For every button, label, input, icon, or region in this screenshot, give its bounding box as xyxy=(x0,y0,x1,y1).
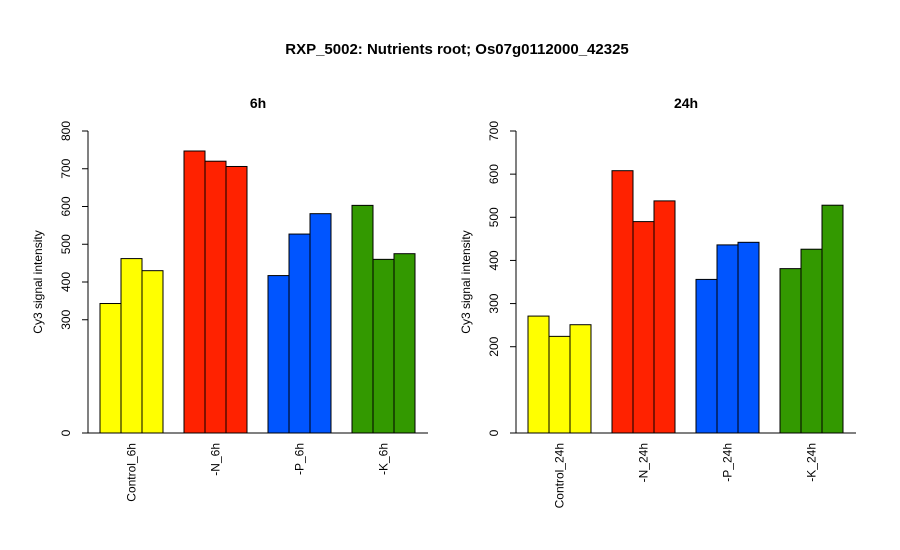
bar--p-6h-1 xyxy=(267,275,290,434)
y-axis-label-24h: Cy3 signal intensity xyxy=(459,230,473,333)
y-tick-label-6h: 400 xyxy=(59,272,73,292)
chart-panel-24h: 24h Cy3 signal intensity 0 200 300 400 500 600 7… xyxy=(459,95,856,508)
panel-title-6h: 6h xyxy=(250,95,266,111)
bar--n-24h-2 xyxy=(632,221,655,434)
y-tick-label-24h: 0 xyxy=(487,429,501,436)
bar-control-24h-1 xyxy=(527,315,550,434)
y-tick-label-24h: 300 xyxy=(487,293,501,313)
category-label: Control_24h xyxy=(553,443,567,508)
category-label: -N_24h xyxy=(637,443,651,482)
y-tick-label-24h: 500 xyxy=(487,207,501,227)
bar--n-24h-3 xyxy=(653,200,676,434)
bar--k-24h-3 xyxy=(821,204,844,434)
category-label: -P_6h xyxy=(293,443,307,475)
bar--p-24h-3 xyxy=(737,241,760,434)
category-label: -K_6h xyxy=(377,443,391,475)
bar--k-6h-3 xyxy=(393,253,416,434)
y-axis-label-6h: Cy3 signal intensity xyxy=(31,230,45,333)
bar--p-24h-1 xyxy=(695,278,718,434)
figure-title: RXP_5002: Nutrients root; Os07g0112000_4… xyxy=(285,41,629,58)
bar--p-6h-3 xyxy=(309,213,332,434)
chart-panel-6h: 6h Cy3 signal intensity 0 300 400 500 600 700 80… xyxy=(31,95,428,502)
bar-control-24h-2 xyxy=(548,335,571,434)
category-label: Control_6h xyxy=(125,443,139,502)
y-tick-label-6h: 0 xyxy=(59,429,73,436)
bar-control-6h-1 xyxy=(99,303,122,434)
category-label: -K_24h xyxy=(805,443,819,482)
y-tick-label-24h: 600 xyxy=(487,164,501,184)
y-tick-label-24h: 700 xyxy=(487,121,501,141)
category-label: -N_6h xyxy=(209,443,223,476)
bar--n-6h-1 xyxy=(183,150,206,434)
bar--p-6h-2 xyxy=(288,233,311,434)
y-tick-label-24h: 400 xyxy=(487,250,501,270)
y-tick-label-6h: 500 xyxy=(59,234,73,254)
category-label: -P_24h xyxy=(721,443,735,482)
bar--n-24h-1 xyxy=(611,170,634,434)
bar-control-24h-3 xyxy=(569,324,592,434)
panel-title-24h: 24h xyxy=(674,95,698,111)
y-tick-label-24h: 200 xyxy=(487,336,501,356)
bar--k-6h-2 xyxy=(372,258,395,434)
bar-control-6h-3 xyxy=(141,270,164,434)
y-tick-label-6h: 700 xyxy=(59,158,73,178)
bar--k-24h-1 xyxy=(779,268,802,434)
bar-control-6h-2 xyxy=(120,258,143,434)
bar--k-6h-1 xyxy=(351,204,374,434)
y-tick-label-6h: 600 xyxy=(59,196,73,216)
bar--n-6h-2 xyxy=(204,160,227,434)
y-tick-label-6h: 300 xyxy=(59,309,73,329)
bar--k-24h-2 xyxy=(800,248,823,434)
bar--p-24h-2 xyxy=(716,244,739,434)
bar--n-6h-3 xyxy=(225,165,248,434)
y-tick-label-6h: 800 xyxy=(59,121,73,141)
